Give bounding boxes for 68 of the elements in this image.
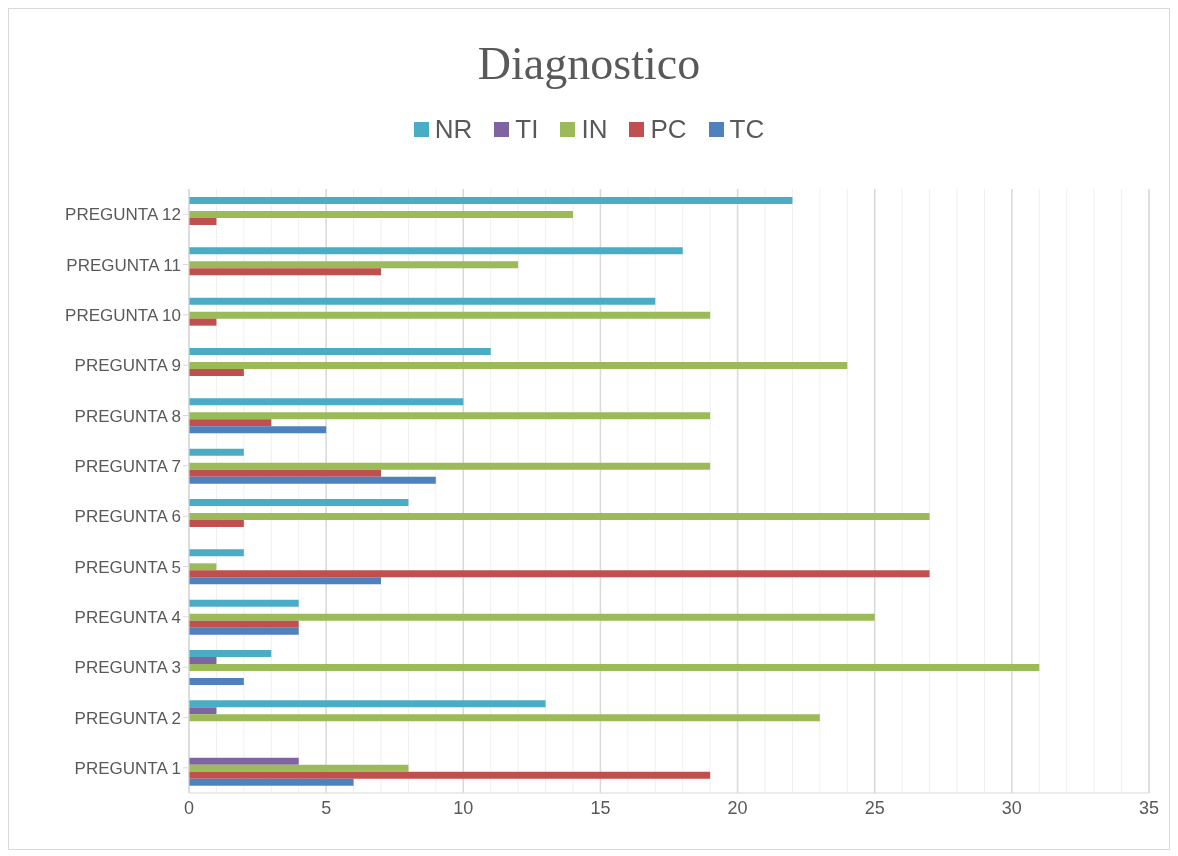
legend-label: PC (650, 113, 687, 145)
bar (189, 211, 573, 218)
bar (189, 650, 272, 657)
bar (189, 311, 711, 319)
legend-label: TC (729, 113, 765, 145)
bar (189, 348, 491, 355)
y-tick-label: PREGUNTA 10 (65, 305, 181, 325)
bar (189, 419, 272, 427)
bar (189, 426, 327, 434)
y-tick-label: PREGUNTA 2 (74, 708, 181, 728)
y-tick-label: PREGUNTA 6 (74, 507, 181, 527)
bar (189, 362, 848, 369)
bar (189, 476, 436, 484)
x-tick-label: 10 (453, 797, 474, 818)
bar (189, 678, 244, 685)
bar (189, 657, 217, 664)
x-tick-label: 30 (1001, 797, 1022, 818)
bar (189, 369, 244, 376)
bar (189, 268, 381, 276)
bar (189, 771, 711, 779)
x-tick-label: 5 (321, 797, 332, 818)
bar (189, 764, 409, 772)
bar (189, 499, 409, 506)
bar (189, 462, 711, 470)
x-tick-label: 20 (727, 797, 748, 818)
x-tick-label: 0 (183, 797, 195, 818)
y-tick-label: PREGUNTA 12 (65, 205, 181, 225)
bar (189, 599, 299, 607)
legend-label: IN (581, 113, 608, 145)
bar (189, 197, 793, 204)
bar (189, 261, 519, 269)
bar (189, 627, 299, 635)
legend-label: TI (515, 113, 539, 145)
bar (189, 707, 217, 715)
bar (189, 513, 930, 520)
bar (189, 297, 656, 305)
bar (189, 247, 683, 255)
bar (189, 549, 244, 557)
y-tick-label: PREGUNTA 3 (74, 658, 181, 678)
bar (189, 664, 1040, 671)
bar (189, 398, 464, 406)
y-tick-label: PREGUNTA 7 (74, 456, 181, 476)
bar (189, 563, 217, 571)
x-tick-label: 15 (590, 797, 611, 818)
bar (189, 448, 244, 456)
bar (189, 778, 354, 786)
bar (189, 469, 381, 477)
bar (189, 757, 299, 765)
bar (189, 577, 381, 585)
y-tick-label: PREGUNTA 4 (74, 607, 181, 627)
legend-label: NR (434, 113, 473, 145)
x-tick-label: 25 (864, 797, 885, 818)
chart-title: Diagnostico (476, 37, 702, 91)
bar (189, 520, 244, 527)
y-tick-label: PREGUNTA 11 (66, 255, 181, 275)
x-tick-label: 35 (1138, 797, 1160, 818)
y-tick-label: PREGUNTA 8 (74, 406, 181, 426)
y-tick-label: PREGUNTA 1 (74, 758, 181, 778)
y-tick-label: PREGUNTA 5 (74, 557, 181, 577)
bar (189, 620, 299, 628)
bar (189, 613, 875, 621)
bar (189, 318, 217, 326)
bar (189, 412, 711, 420)
bar (189, 570, 930, 578)
bar (189, 714, 820, 722)
bar (189, 218, 217, 225)
y-tick-label: PREGUNTA 9 (74, 356, 181, 376)
bar (189, 700, 546, 708)
